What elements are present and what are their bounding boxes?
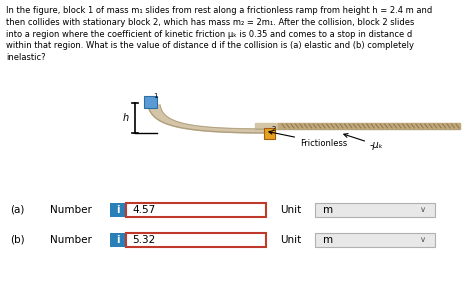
Text: i: i xyxy=(116,235,120,245)
Text: (b): (b) xyxy=(10,235,25,245)
Text: i: i xyxy=(116,205,120,215)
Text: (a): (a) xyxy=(10,205,24,215)
Text: 4.57: 4.57 xyxy=(132,205,155,215)
Text: Unit: Unit xyxy=(280,235,301,245)
Text: ∨: ∨ xyxy=(420,205,426,214)
Text: m: m xyxy=(323,205,333,215)
Text: h: h xyxy=(123,113,129,123)
Text: Number: Number xyxy=(50,235,92,245)
Polygon shape xyxy=(255,123,278,129)
Bar xyxy=(145,96,157,108)
Bar xyxy=(110,203,126,217)
Bar xyxy=(315,203,435,217)
Text: -μₖ: -μₖ xyxy=(344,133,384,150)
Text: 5.32: 5.32 xyxy=(132,235,155,245)
Bar xyxy=(126,203,266,217)
Bar xyxy=(315,233,435,247)
Bar xyxy=(126,233,266,247)
Text: Frictionless: Frictionless xyxy=(269,131,347,148)
Text: In the figure, block 1 of mass m₁ slides from rest along a frictionless ramp fro: In the figure, block 1 of mass m₁ slides… xyxy=(6,6,432,62)
Text: 1: 1 xyxy=(153,93,157,99)
Text: ∨: ∨ xyxy=(420,235,426,244)
Text: Number: Number xyxy=(50,205,92,215)
Text: Unit: Unit xyxy=(280,205,301,215)
Bar xyxy=(264,128,275,139)
Polygon shape xyxy=(278,123,460,129)
Text: 2: 2 xyxy=(272,126,276,132)
Polygon shape xyxy=(148,105,272,133)
Bar xyxy=(110,233,126,247)
Text: m: m xyxy=(323,235,333,245)
